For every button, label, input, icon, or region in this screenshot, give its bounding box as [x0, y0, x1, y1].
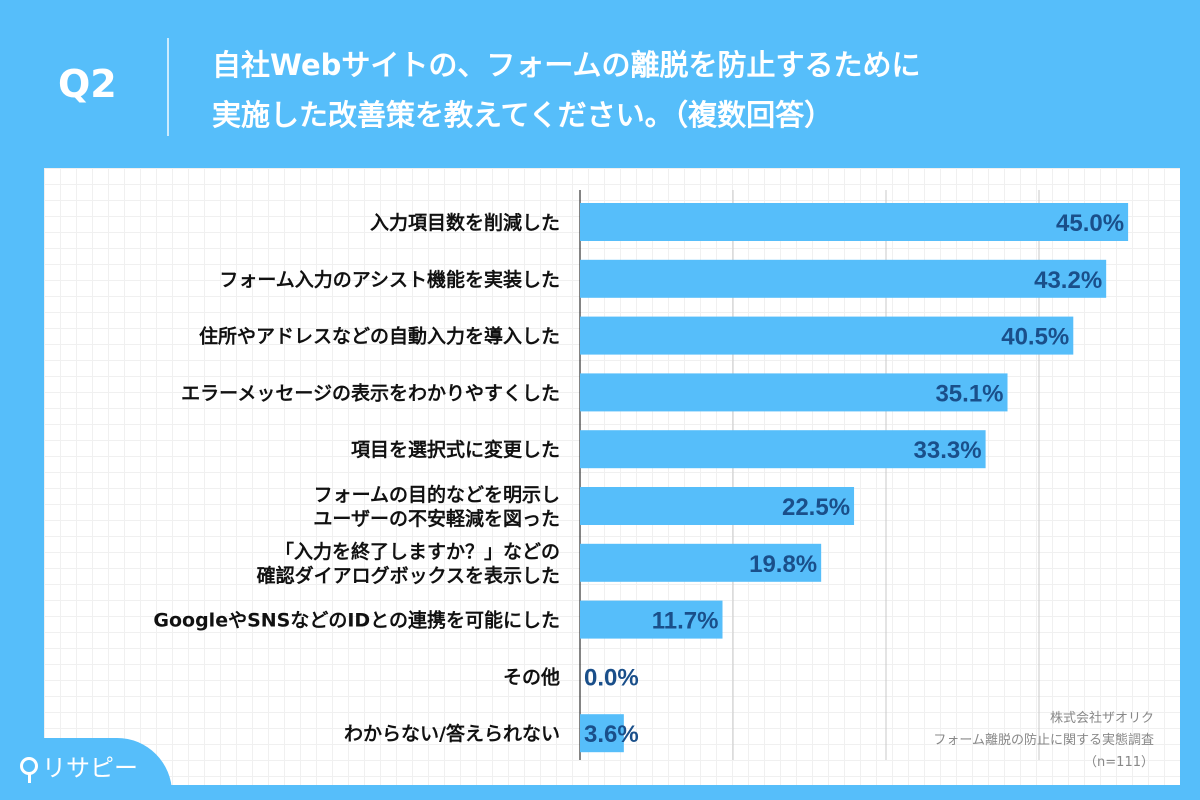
title-line-2: 実施した改善策を教えてください。（複数回答） [212, 98, 834, 132]
bar [580, 373, 1008, 412]
bar [580, 487, 855, 525]
page-title: 自社Webサイトの、フォームの離脱を防止するために 実施した改善策を教えてくださ… [212, 40, 921, 140]
source-company: 株式会社ザオリク [1049, 711, 1154, 726]
bar [580, 430, 986, 469]
value-label: 0.0% [584, 664, 639, 691]
category-label: その他 [503, 665, 560, 688]
category-label: エラーメッセージの表示をわかりやすくした [181, 381, 560, 404]
category-label: 住所やアドレスなどの自動入力を導入した [199, 325, 560, 348]
value-label: 3.6% [584, 721, 639, 748]
logo-text: リサピー [42, 754, 138, 782]
category-label: 入力項目数を削減した [370, 211, 560, 234]
title-line-1: 自社Webサイトの、フォームの離脱を防止するために [212, 48, 921, 82]
category-label: 確認ダイアログボックスを表示した [257, 564, 560, 587]
source-survey: フォーム離脱の防止に関する実態調査 [933, 733, 1154, 748]
value-label: 19.8% [749, 551, 817, 578]
category-label: フォームの目的などを明示し [314, 483, 560, 506]
value-label: 35.1% [935, 380, 1003, 407]
source-sample: （n=111） [1084, 755, 1154, 770]
category-label: GoogleやSNSなどのIDとの連携を可能にした [153, 609, 560, 632]
bar [580, 543, 822, 582]
bar [580, 714, 624, 753]
value-label: 11.7% [652, 608, 719, 635]
pin-icon [20, 756, 38, 783]
category-label: わからない/答えられない [344, 722, 560, 745]
category-label: ユーザーの不安軽減を図った [313, 507, 560, 530]
bar [580, 203, 1129, 241]
bar [580, 600, 723, 639]
source-note: 株式会社ザオリク フォーム離脱の防止に関する実態調査 （n=111） [933, 708, 1154, 774]
category-label: 「入力を終了しますか？」などの [275, 540, 560, 563]
question-number: Q2 [58, 62, 117, 106]
logo: リサピー [20, 748, 138, 783]
value-label: 40.5% [1001, 324, 1069, 351]
header-divider [167, 38, 169, 136]
category-label: 項目を選択式に変更した [351, 438, 560, 461]
bar [580, 316, 1074, 355]
value-label: 45.0% [1056, 210, 1124, 237]
value-label: 43.2% [1034, 267, 1102, 294]
bar [580, 259, 1107, 298]
value-label: 33.3% [914, 437, 982, 464]
value-label: 22.5% [782, 494, 850, 521]
category-label: フォーム入力のアシスト機能を実装した [219, 268, 560, 291]
